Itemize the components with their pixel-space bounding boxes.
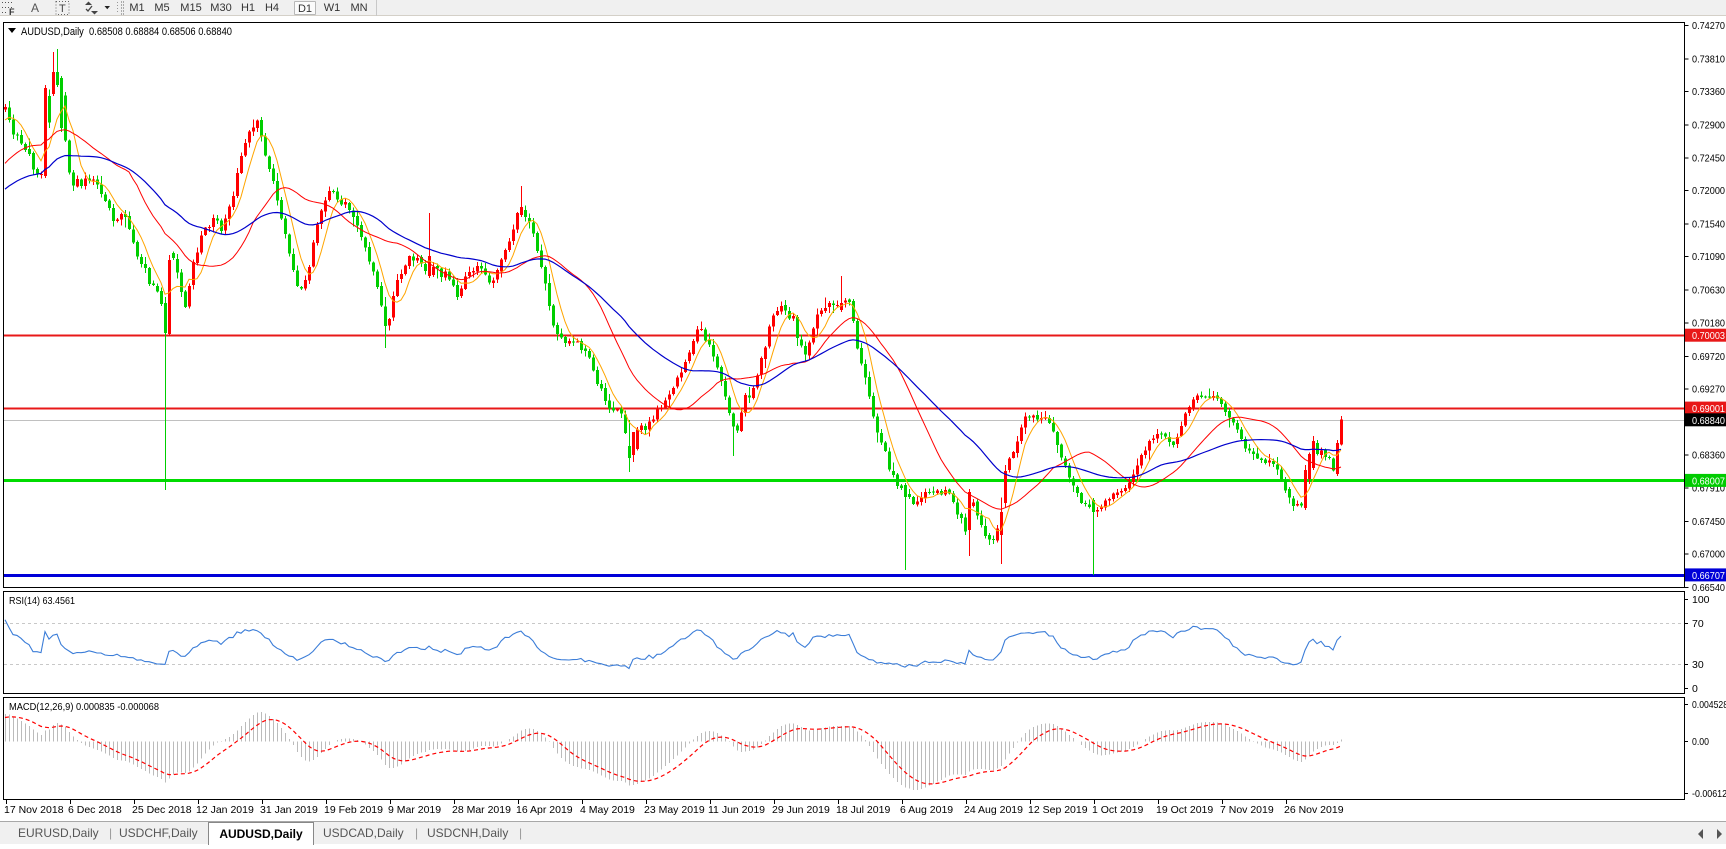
svg-text:29 Jun 2019: 29 Jun 2019 <box>772 804 830 816</box>
svg-text:6 Aug 2019: 6 Aug 2019 <box>900 804 953 816</box>
svg-text:0.69001: 0.69001 <box>1692 403 1725 415</box>
svg-text:0.72900: 0.72900 <box>1692 120 1725 132</box>
svg-text:0.70180: 0.70180 <box>1692 317 1725 329</box>
svg-text:0.66707: 0.66707 <box>1692 570 1725 582</box>
svg-text:18 Jul 2019: 18 Jul 2019 <box>836 804 890 816</box>
svg-text:0.73360: 0.73360 <box>1692 86 1725 98</box>
svg-text:RSI(14) 63.4561: RSI(14) 63.4561 <box>9 595 75 607</box>
svg-text:23 May 2019: 23 May 2019 <box>644 804 705 816</box>
svg-text:0.73810: 0.73810 <box>1692 53 1725 65</box>
svg-text:0.69720: 0.69720 <box>1692 351 1725 363</box>
svg-text:28 Mar 2019: 28 Mar 2019 <box>452 804 511 816</box>
svg-text:0.71540: 0.71540 <box>1692 219 1725 231</box>
svg-text:1 Oct 2019: 1 Oct 2019 <box>1092 804 1144 816</box>
svg-text:AUDUSD,Daily 0.68508 0.68884: AUDUSD,Daily 0.68508 0.68884 0.68506 0.6… <box>21 26 232 38</box>
svg-text:0: 0 <box>1692 683 1698 695</box>
svg-text:0.00: 0.00 <box>1692 736 1709 748</box>
svg-text:100: 100 <box>1692 594 1710 606</box>
svg-text:0.67450: 0.67450 <box>1692 516 1725 528</box>
svg-text:12 Jan 2019: 12 Jan 2019 <box>196 804 254 816</box>
svg-text:26 Nov 2019: 26 Nov 2019 <box>1284 804 1344 816</box>
svg-text:0.68840: 0.68840 <box>1692 415 1725 427</box>
svg-text:7 Nov 2019: 7 Nov 2019 <box>1220 804 1274 816</box>
svg-text:0.72000: 0.72000 <box>1692 185 1725 197</box>
svg-text:4 May 2019: 4 May 2019 <box>580 804 635 816</box>
svg-text:T: T <box>59 3 66 15</box>
svg-text:A: A <box>31 1 39 15</box>
svg-text:0.70630: 0.70630 <box>1692 285 1725 297</box>
svg-text:0.74270: 0.74270 <box>1692 20 1725 32</box>
svg-text:0.004528: 0.004528 <box>1692 699 1726 711</box>
svg-text:0.66540: 0.66540 <box>1692 582 1725 594</box>
svg-text:0.72450: 0.72450 <box>1692 152 1725 164</box>
svg-text:19 Oct 2019: 19 Oct 2019 <box>1156 804 1213 816</box>
svg-text:-0.006122: -0.006122 <box>1692 788 1726 800</box>
svg-text:0.71090: 0.71090 <box>1692 251 1725 263</box>
svg-text:0.70003: 0.70003 <box>1692 330 1725 342</box>
svg-text:31 Jan 2019: 31 Jan 2019 <box>260 804 318 816</box>
svg-text:24 Aug 2019: 24 Aug 2019 <box>964 804 1023 816</box>
svg-text:0.68007: 0.68007 <box>1692 475 1725 487</box>
svg-text:F: F <box>9 7 15 16</box>
svg-text:0.67000: 0.67000 <box>1692 549 1725 561</box>
svg-text:6 Dec 2018: 6 Dec 2018 <box>68 804 122 816</box>
svg-text:16 Apr 2019: 16 Apr 2019 <box>516 804 573 816</box>
svg-text:25 Dec 2018: 25 Dec 2018 <box>132 804 192 816</box>
svg-text:9 Mar 2019: 9 Mar 2019 <box>388 804 441 816</box>
svg-text:17 Nov 2018: 17 Nov 2018 <box>4 804 64 816</box>
svg-text:0.69270: 0.69270 <box>1692 384 1725 396</box>
svg-text:12 Sep 2019: 12 Sep 2019 <box>1028 804 1088 816</box>
svg-text:19 Feb 2019: 19 Feb 2019 <box>324 804 383 816</box>
svg-text:MACD(12,26,9) 0.000835 -0.0000: MACD(12,26,9) 0.000835 -0.000068 <box>9 701 159 713</box>
svg-text:30: 30 <box>1692 659 1704 671</box>
svg-text:11 Jun 2019: 11 Jun 2019 <box>708 804 765 816</box>
svg-text:70: 70 <box>1692 618 1704 630</box>
svg-text:0.68360: 0.68360 <box>1692 450 1725 462</box>
